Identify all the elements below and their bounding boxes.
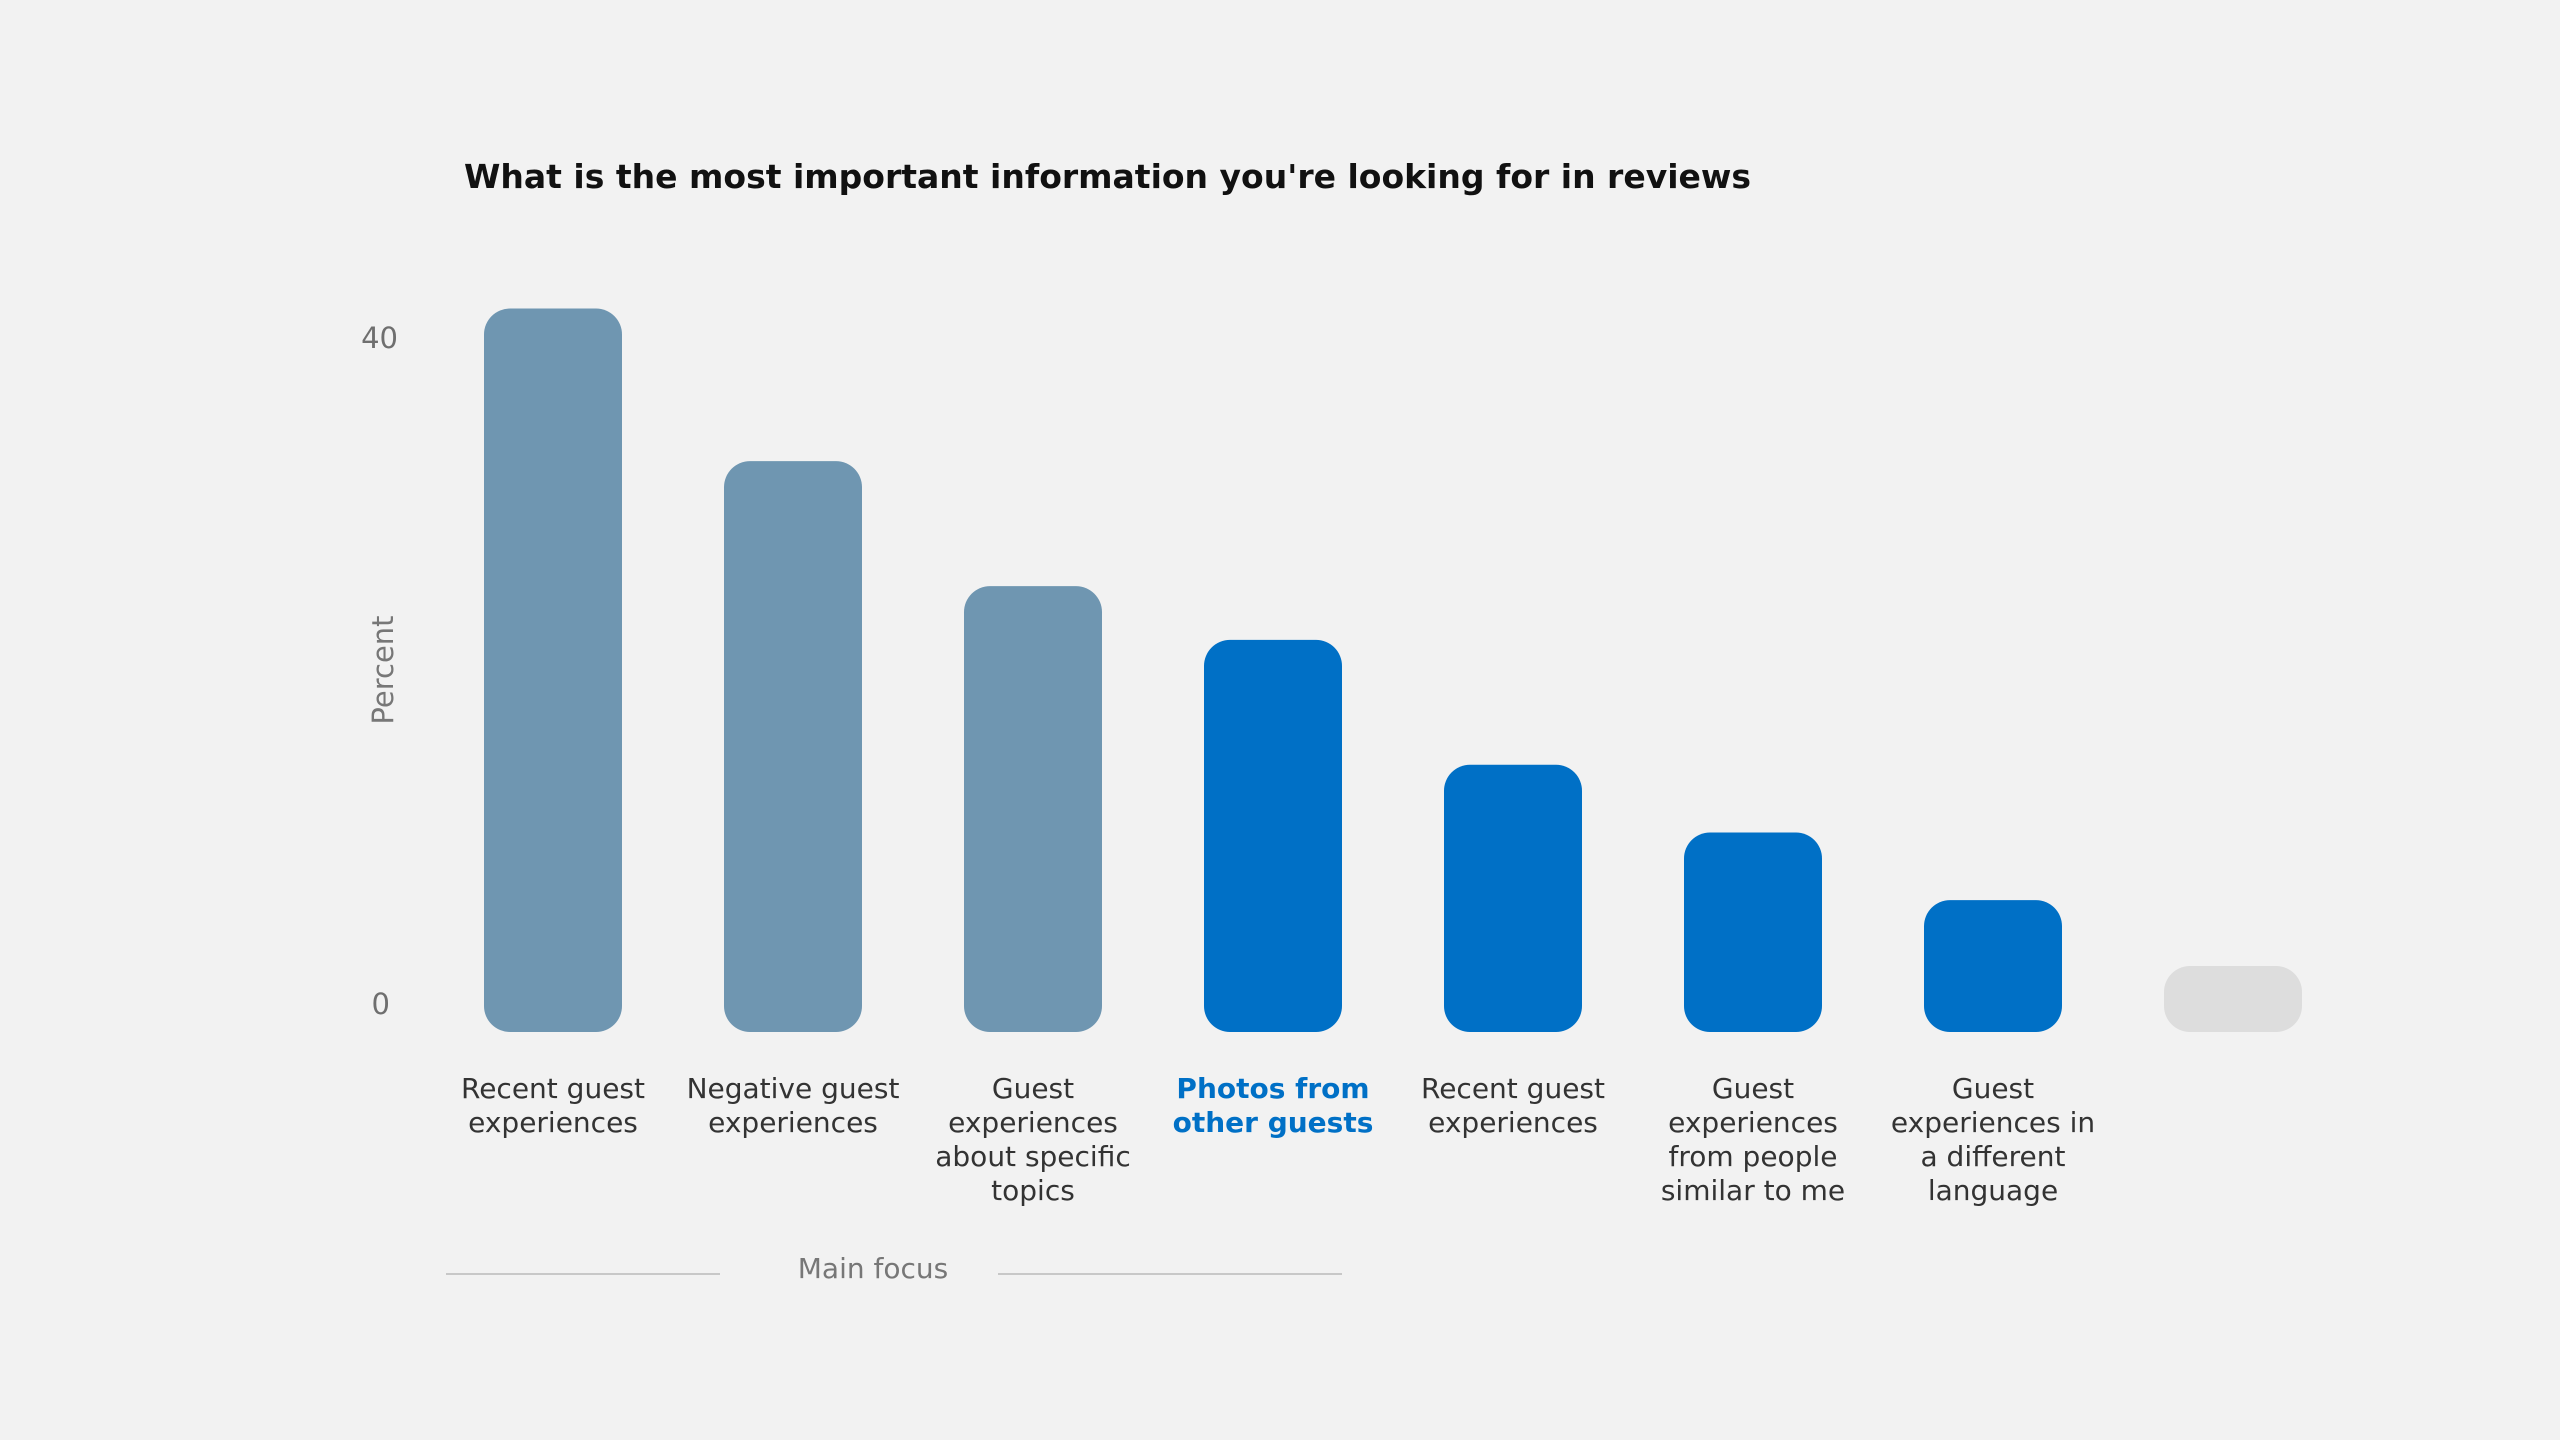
x-tick-label-3: Guest experiences about specific topics xyxy=(935,1072,1131,1207)
group-bracket-line-right xyxy=(998,1273,1342,1275)
x-tick-label-5: Recent guest experiences xyxy=(1421,1072,1605,1139)
group-annotation-label: Main focus xyxy=(797,1252,949,1285)
y-tick-label-max: 40 xyxy=(361,321,398,355)
group-bracket-line-left xyxy=(446,1273,720,1275)
x-tick-label-1: Recent guest experiences xyxy=(461,1072,645,1139)
x-tick-label-4: Photos from other guests xyxy=(1172,1072,1374,1139)
chart-title: What is the most important information y… xyxy=(464,157,1752,196)
bar-2 xyxy=(724,461,862,1032)
bar-3 xyxy=(964,586,1102,1032)
bar-4 xyxy=(1204,639,1342,1032)
bar-5 xyxy=(1444,764,1582,1032)
bar-8 xyxy=(2164,966,2302,1032)
x-tick-label-7: Guest experiences in a different languag… xyxy=(1890,1072,2096,1207)
bar-7 xyxy=(1924,900,2062,1032)
bar-1 xyxy=(484,308,622,1032)
bar-6 xyxy=(1684,832,1822,1032)
x-tick-label-6: Guest experiences from people similar to… xyxy=(1660,1072,1846,1207)
x-tick-label-2: Negative guest experiences xyxy=(686,1072,900,1139)
y-tick-label-zero: 0 xyxy=(371,987,390,1021)
